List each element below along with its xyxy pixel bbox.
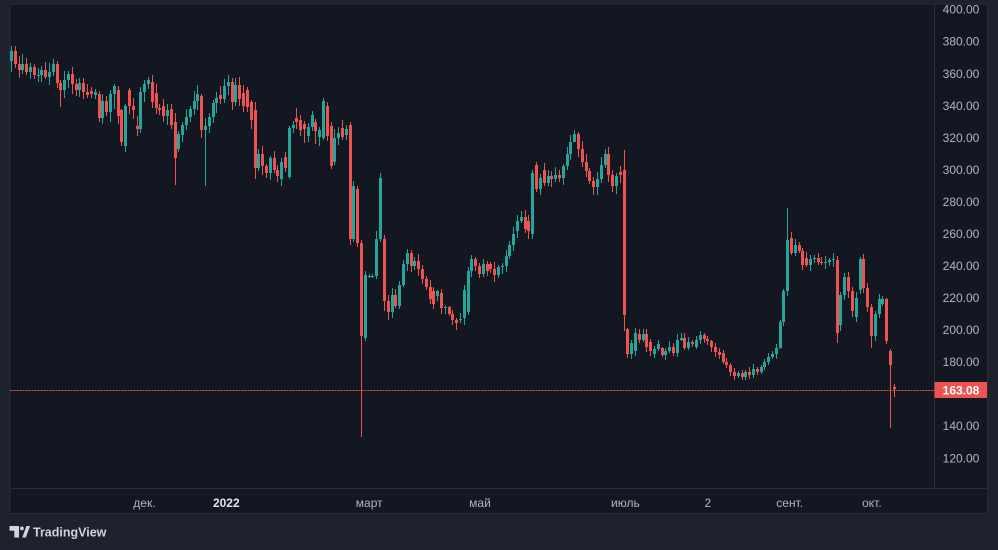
svg-text:200.00: 200.00: [943, 323, 980, 337]
svg-text:180.00: 180.00: [943, 355, 980, 369]
svg-text:380.00: 380.00: [943, 35, 980, 49]
svg-text:400.00: 400.00: [943, 3, 980, 17]
svg-text:300.00: 300.00: [943, 163, 980, 177]
svg-text:май: май: [469, 496, 491, 510]
svg-text:340.00: 340.00: [943, 99, 980, 113]
svg-text:сент.: сент.: [776, 496, 803, 510]
svg-text:260.00: 260.00: [943, 227, 980, 241]
svg-text:2022: 2022: [213, 496, 240, 510]
svg-text:2: 2: [704, 496, 711, 510]
svg-text:320.00: 320.00: [943, 131, 980, 145]
svg-text:дек.: дек.: [133, 496, 155, 510]
svg-text:120.00: 120.00: [943, 451, 980, 465]
svg-text:280.00: 280.00: [943, 195, 980, 209]
svg-text:июль: июль: [611, 496, 640, 510]
svg-text:140.00: 140.00: [943, 419, 980, 433]
svg-text:март: март: [356, 496, 383, 510]
svg-text:240.00: 240.00: [943, 259, 980, 273]
svg-text:220.00: 220.00: [943, 291, 980, 305]
svg-text:окт.: окт.: [862, 496, 882, 510]
svg-text:360.00: 360.00: [943, 67, 980, 81]
svg-text:163.08: 163.08: [943, 383, 980, 397]
svg-text:TradingView: TradingView: [33, 526, 107, 540]
